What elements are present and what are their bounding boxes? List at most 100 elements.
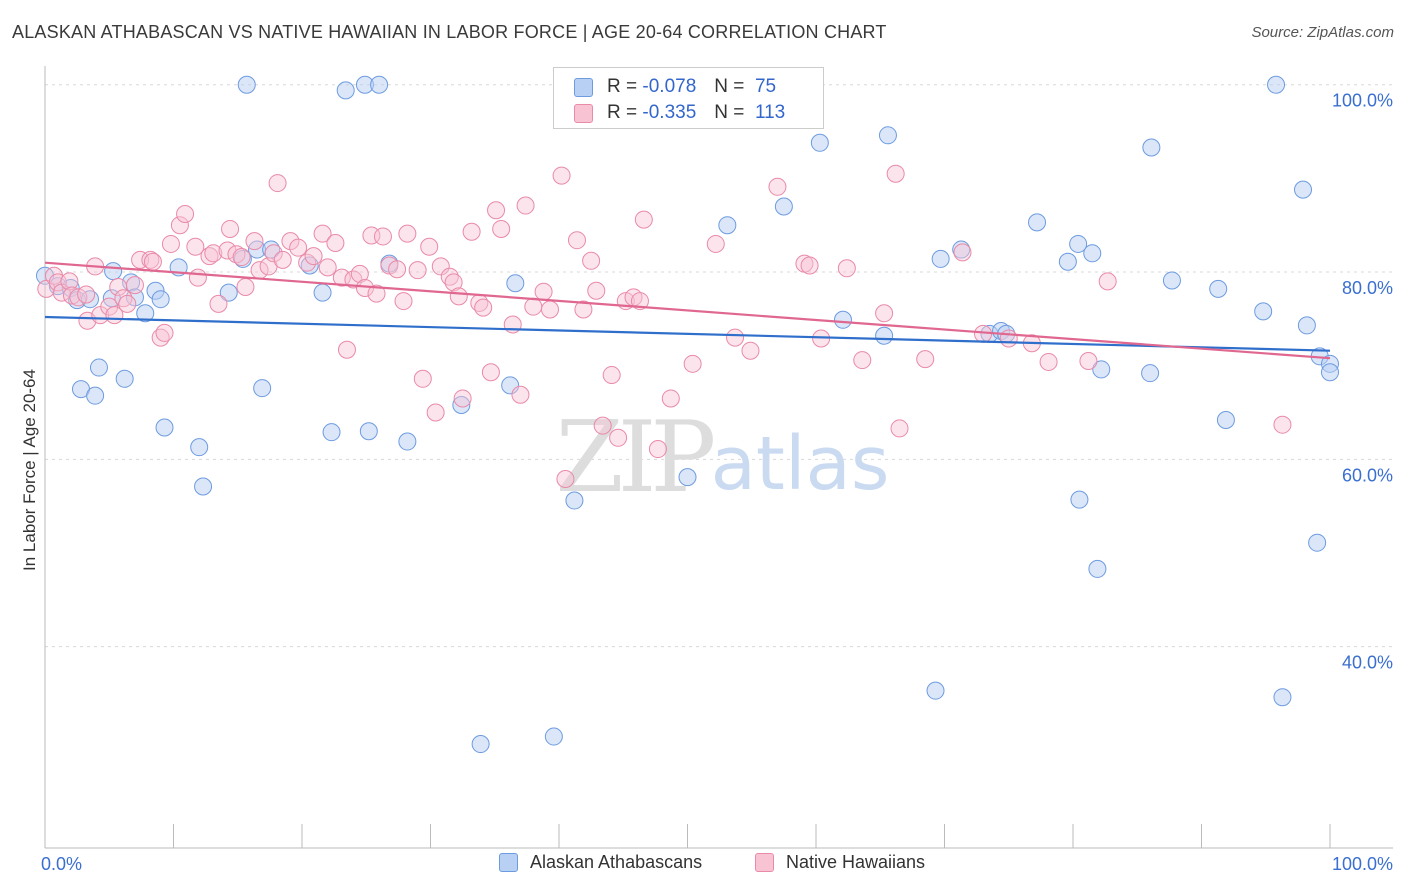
data-point-native-hawaiian [1273, 415, 1292, 434]
legend-item-alaskan-athabascans: Alaskan Athabascans [499, 852, 702, 873]
data-point-alaskan-athabascan [565, 491, 584, 510]
data-point-native-hawaiian [176, 204, 195, 223]
trend-lines [44, 261, 1331, 360]
data-point-native-hawaiian [332, 268, 351, 287]
data-point-native-hawaiian [706, 234, 725, 253]
data-point-alaskan-athabascan [115, 369, 134, 388]
data-point-alaskan-athabascan [878, 126, 897, 145]
data-point-native-hawaiian [236, 278, 255, 297]
data-point-alaskan-athabascan [926, 681, 945, 700]
data-point-native-hawaiian [326, 234, 345, 253]
legend-r-label: R = [607, 76, 638, 97]
data-point-native-hawaiian [318, 258, 337, 277]
data-point-native-hawaiian [264, 244, 283, 263]
data-point-native-hawaiian [768, 177, 787, 196]
data-point-native-hawaiian [587, 281, 606, 300]
data-point-alaskan-athabascan [194, 477, 213, 496]
data-point-native-hawaiian [281, 232, 300, 251]
data-point-native-hawaiian [916, 350, 935, 369]
data-point-native-hawaiian [741, 341, 760, 360]
grid-lines [45, 84, 1393, 648]
data-point-native-hawaiian [953, 243, 972, 262]
data-point-alaskan-athabascan [190, 438, 209, 457]
series-legend: Alaskan Athabascans Native Hawaiians [0, 852, 1406, 878]
data-point-native-hawaiian [141, 250, 160, 269]
data-point-alaskan-athabascan [313, 283, 332, 302]
y-tick-label: 40.0% [1342, 653, 1393, 673]
data-point-native-hawaiian [492, 219, 511, 238]
data-point-native-hawaiian [298, 253, 317, 272]
x-tick-label: 0.0% [41, 854, 82, 874]
data-point-native-hawaiian [800, 256, 819, 275]
data-point-native-hawaiian [62, 286, 81, 305]
data-point-native-hawaiian [268, 174, 287, 193]
data-point-native-hawaiian [155, 323, 174, 342]
data-point-alaskan-athabascan [678, 468, 697, 487]
data-point-alaskan-athabascan [104, 262, 123, 281]
data-point-alaskan-athabascan [506, 274, 525, 293]
trend-line-native-hawaiians [44, 261, 1331, 360]
data-point-native-hawaiian [683, 354, 702, 373]
legend-row-pink: R = -0.335 N = 113 [574, 101, 785, 125]
data-point-native-hawaiian [186, 237, 205, 256]
data-point-native-hawaiian [388, 260, 407, 279]
data-point-alaskan-athabascan [1254, 302, 1273, 321]
data-point-native-hawaiian [462, 222, 481, 241]
data-point-alaskan-athabascan [875, 326, 894, 345]
watermark-atlas: atlas [711, 421, 890, 507]
data-point-alaskan-athabascan [219, 283, 238, 302]
data-point-native-hawaiian [634, 210, 653, 229]
data-point-native-hawaiian [408, 261, 427, 280]
legend-swatch-blue [499, 853, 518, 872]
data-point-native-hawaiian [609, 428, 628, 447]
data-point-alaskan-athabascan [1297, 316, 1316, 335]
data-point-alaskan-athabascan [155, 418, 174, 437]
data-point-alaskan-athabascan [501, 376, 520, 395]
x-tick-labels: 0.0% 100.0% [41, 854, 1393, 874]
data-point-native-hawaiian [487, 201, 506, 220]
data-point-native-hawaiian [337, 340, 356, 359]
data-point-native-hawaiian [398, 224, 417, 243]
data-point-alaskan-athabascan [1083, 244, 1102, 263]
data-point-native-hawaiian [227, 245, 246, 264]
data-point-native-hawaiian [426, 403, 445, 422]
data-point-native-hawaiian [511, 385, 530, 404]
y-axis-label: In Labor Force | Age 20-64 [20, 369, 39, 571]
data-point-native-hawaiian [245, 232, 264, 251]
data-point-native-hawaiian [161, 234, 180, 253]
data-point-native-hawaiian [100, 297, 119, 316]
data-point-alaskan-athabascan [336, 81, 355, 100]
data-point-native-hawaiian [524, 297, 543, 316]
data-point-alaskan-athabascan [253, 379, 272, 398]
data-point-native-hawaiian [373, 227, 392, 246]
data-point-native-hawaiian [648, 440, 667, 459]
data-point-native-hawaiian [232, 248, 251, 267]
data-point-alaskan-athabascan [322, 423, 341, 442]
y-tick-label: 80.0% [1342, 278, 1393, 298]
data-point-alaskan-athabascan [398, 432, 417, 451]
y-tick-label: 100.0% [1332, 91, 1393, 111]
data-point-native-hawaiian [125, 276, 144, 295]
y-tick-label: 60.0% [1342, 465, 1393, 485]
y-tick-labels: 40.0% 60.0% 80.0% 100.0% [1332, 91, 1393, 673]
data-point-alaskan-athabascan [1142, 138, 1161, 157]
legend-item-native-hawaiians: Native Hawaiians [755, 852, 925, 873]
data-point-alaskan-athabascan [237, 75, 256, 94]
data-point-native-hawaiian [444, 273, 463, 292]
data-point-native-hawaiian [630, 292, 649, 311]
data-point-native-hawaiian [837, 259, 856, 278]
data-point-native-hawaiian [886, 164, 905, 183]
legend-n-label: N = [714, 102, 745, 123]
data-point-alaskan-athabascan [718, 216, 737, 235]
data-point-alaskan-athabascan [1216, 411, 1235, 430]
data-point-alaskan-athabascan [89, 358, 108, 377]
legend-label: Alaskan Athabascans [530, 852, 703, 872]
data-point-native-hawaiian [1039, 352, 1058, 371]
watermark-zip: ZIP [556, 401, 714, 515]
data-point-native-hawaiian [367, 284, 386, 303]
data-point-native-hawaiian [304, 247, 323, 266]
data-point-native-hawaiian [853, 351, 872, 370]
data-point-native-hawaiian [143, 252, 162, 271]
data-point-native-hawaiian [516, 196, 535, 215]
legend-r-value: -0.078 [642, 76, 697, 97]
